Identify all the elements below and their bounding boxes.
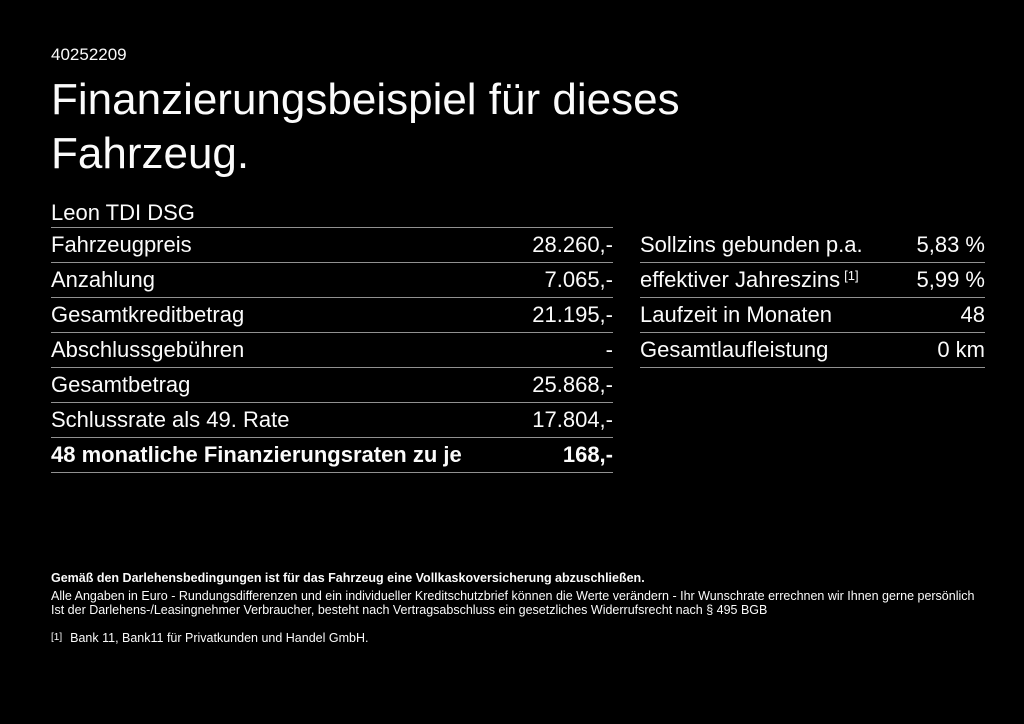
- footnote-text: Bank 11, Bank11 für Privatkunden und Han…: [70, 631, 369, 645]
- table-row-abschlussgebuehren: Abschlussgebühren -: [51, 333, 613, 368]
- row-value: 5,99 %: [916, 267, 986, 292]
- disclaimer-insurance-note: Gemäß den Darlehensbedingungen ist für d…: [51, 571, 645, 585]
- row-value: 17.804,-: [532, 407, 613, 432]
- row-label: Schlussrate als 49. Rate: [51, 407, 290, 432]
- row-value: 168,-: [562, 442, 613, 467]
- row-label: Abschlussgebühren: [51, 337, 245, 362]
- conditions-table: Sollzins gebunden p.a. 5,83 % effektiver…: [640, 228, 985, 368]
- row-value: -: [605, 337, 613, 362]
- page-title: Finanzierungsbeispiel für dieses Fahrzeu…: [51, 75, 680, 178]
- row-label: Sollzins gebunden p.a.: [640, 232, 863, 257]
- row-label: effektiver Jahreszins [1]: [640, 267, 859, 293]
- row-value: 21.195,-: [532, 302, 613, 327]
- row-label: Gesamtlaufleistung: [640, 337, 829, 362]
- disclaimer-notes: Alle Angaben in Euro - Rundungsdifferenz…: [51, 589, 981, 617]
- table-row-gesamtkreditbetrag: Gesamtkreditbetrag 21.195,-: [51, 298, 613, 333]
- disclaimer-note: Alle Angaben in Euro - Rundungsdifferenz…: [51, 589, 975, 603]
- table-row-schlussrate: Schlussrate als 49. Rate 17.804,-: [51, 403, 613, 438]
- row-value: 28.260,-: [532, 232, 613, 257]
- row-value: 48: [960, 302, 985, 327]
- row-label: Gesamtkreditbetrag: [51, 302, 245, 327]
- vehicle-model: Leon TDI DSG: [51, 199, 613, 228]
- row-value: 0 km: [937, 337, 985, 362]
- footnote: [1] Bank 11, Bank11 für Privatkunden und …: [51, 631, 368, 647]
- row-label: Laufzeit in Monaten: [640, 302, 833, 327]
- disclaimer-note: Ist der Darlehens-/Leasingnehmer Verbrau…: [51, 603, 768, 617]
- financing-table: Fahrzeugpreis 28.260,- Anzahlung 7.065,-…: [51, 228, 613, 473]
- table-row-effektiver-jahreszins: effektiver Jahreszins [1] 5,99 %: [640, 263, 985, 298]
- table-row-anzahlung: Anzahlung 7.065,-: [51, 263, 613, 298]
- table-row-gesamtlaufleistung: Gesamtlaufleistung 0 km: [640, 333, 985, 368]
- row-label: Fahrzeugpreis: [51, 232, 192, 257]
- row-label-text: effektiver Jahreszins: [640, 267, 841, 292]
- table-row-monatsrate: 48 monatliche Finanzierungsraten zu je 1…: [51, 438, 613, 473]
- row-value: 25.868,-: [532, 372, 613, 397]
- row-label: Anzahlung: [51, 267, 155, 292]
- table-row-laufzeit: Laufzeit in Monaten 48: [640, 298, 985, 333]
- table-row-gesamtbetrag: Gesamtbetrag 25.868,-: [51, 368, 613, 403]
- table-row-fahrzeugpreis: Fahrzeugpreis 28.260,-: [51, 228, 613, 263]
- table-row-sollzins: Sollzins gebunden p.a. 5,83 %: [640, 228, 985, 263]
- row-label: 48 monatliche Finanzierungsraten zu je: [51, 442, 462, 467]
- row-value: 7.065,-: [544, 267, 614, 292]
- row-label: Gesamtbetrag: [51, 372, 191, 397]
- footnote-marker-icon: [1]: [844, 268, 859, 283]
- footnote-marker: [1]: [51, 632, 63, 643]
- row-value: 5,83 %: [916, 232, 986, 257]
- doc-number: 40252209: [51, 45, 127, 64]
